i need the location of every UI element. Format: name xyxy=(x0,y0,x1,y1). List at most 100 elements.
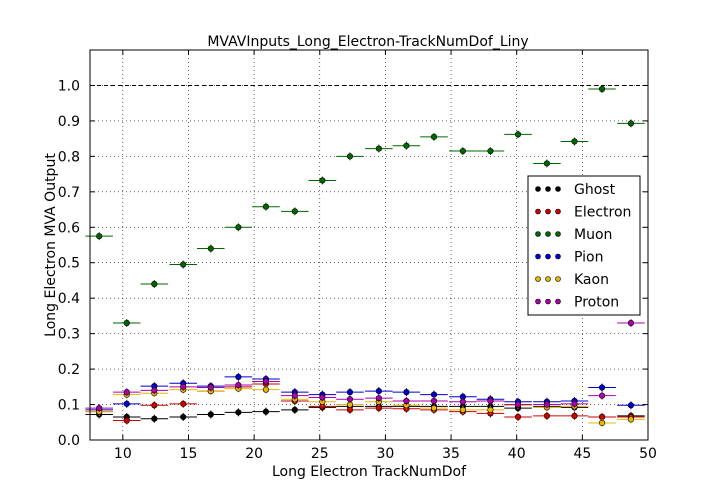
data-point xyxy=(514,131,522,138)
data-point xyxy=(346,396,354,403)
data-point xyxy=(487,397,494,405)
legend-entry: Ghost xyxy=(535,182,616,198)
data-point xyxy=(262,386,270,393)
legend-marker xyxy=(545,208,551,215)
data-point xyxy=(123,389,130,396)
data-point xyxy=(514,413,522,421)
data-point xyxy=(180,413,187,421)
legend-marker xyxy=(535,276,541,282)
legend-marker xyxy=(555,298,561,305)
data-point xyxy=(319,394,326,401)
legend-label: Ghost xyxy=(574,182,616,198)
data-point xyxy=(375,145,382,152)
data-point xyxy=(235,381,242,389)
y-tick-label: 0.0 xyxy=(58,433,80,449)
x-tick-label: 30 xyxy=(376,446,394,462)
data-point xyxy=(403,142,410,149)
legend-label: Muon xyxy=(574,227,612,243)
x-axis-label: Long Electron TrackNumDof xyxy=(272,464,467,480)
data-point xyxy=(571,138,578,145)
data-point xyxy=(430,133,438,140)
legend-marker xyxy=(555,276,561,282)
x-tick-label: 15 xyxy=(180,446,198,462)
data-point xyxy=(514,401,522,408)
y-tick-label: 1.0 xyxy=(58,78,80,94)
x-tick-label: 40 xyxy=(508,446,526,462)
data-point xyxy=(207,411,214,418)
data-point xyxy=(235,224,242,231)
legend-label: Pion xyxy=(574,250,603,266)
legend-marker xyxy=(535,298,541,305)
legend-marker xyxy=(555,208,561,215)
legend-label: Electron xyxy=(574,205,631,221)
data-point xyxy=(96,404,103,412)
legend-marker xyxy=(545,231,551,237)
data-point xyxy=(598,384,606,391)
data-point xyxy=(262,203,270,210)
data-point xyxy=(459,406,466,413)
series-layer xyxy=(85,85,645,427)
legend-entry: Pion xyxy=(535,250,603,266)
data-point xyxy=(627,402,635,409)
data-point xyxy=(123,319,130,327)
y-tick-label: 0.1 xyxy=(58,398,80,414)
data-point xyxy=(207,245,214,252)
data-point xyxy=(262,378,270,385)
legend-marker xyxy=(555,231,561,237)
legend-marker xyxy=(535,186,541,192)
x-tick-label: 50 xyxy=(639,446,657,462)
data-point xyxy=(291,392,298,399)
data-point xyxy=(543,412,551,419)
data-point xyxy=(291,208,298,215)
data-point xyxy=(459,147,466,155)
legend-entry: Kaon xyxy=(535,272,609,288)
y-tick-label: 0.6 xyxy=(58,220,80,236)
data-point xyxy=(459,398,466,405)
data-point xyxy=(375,395,382,402)
data-point xyxy=(627,416,635,423)
data-point xyxy=(487,406,494,413)
y-axis-label: Long Electron MVA Output xyxy=(43,153,59,337)
data-point xyxy=(346,153,354,160)
legend-marker xyxy=(555,186,561,192)
data-point xyxy=(180,261,187,268)
legend-label: Proton xyxy=(574,295,619,311)
x-tick-label: 45 xyxy=(573,446,591,462)
data-point xyxy=(543,401,551,408)
data-point xyxy=(627,120,635,127)
x-tick-label: 25 xyxy=(311,446,329,462)
data-point xyxy=(346,389,354,396)
data-point xyxy=(319,177,326,184)
series-proton xyxy=(85,319,645,413)
data-point xyxy=(180,400,187,407)
data-point xyxy=(403,397,410,405)
data-point xyxy=(291,406,298,413)
y-tick-label: 0.5 xyxy=(58,256,80,272)
legend-label: Kaon xyxy=(574,272,609,288)
legend-entry: Proton xyxy=(535,295,619,311)
legend-marker xyxy=(535,231,541,237)
legend-marker xyxy=(535,208,541,215)
legend-marker xyxy=(545,186,551,192)
data-point xyxy=(180,383,187,390)
x-tick-label: 35 xyxy=(442,446,460,462)
data-point xyxy=(598,413,606,421)
data-point xyxy=(598,419,606,427)
legend-entry: Muon xyxy=(535,227,612,243)
data-point xyxy=(375,387,382,395)
data-point xyxy=(375,404,382,412)
data-point xyxy=(430,397,438,405)
y-tick-label: 0.8 xyxy=(58,149,80,165)
data-point xyxy=(403,389,410,396)
data-point xyxy=(123,400,130,407)
legend-marker xyxy=(545,253,551,260)
series-muon xyxy=(85,85,645,327)
chart-title: MVAVInputs_Long_Electron-TrackNumDof_Lin… xyxy=(207,34,528,50)
data-point xyxy=(543,160,551,167)
data-point xyxy=(151,387,158,394)
data-point xyxy=(430,404,438,412)
data-point xyxy=(96,233,103,240)
data-point xyxy=(571,412,578,419)
y-tick-label: 0.7 xyxy=(58,185,80,201)
data-point xyxy=(207,384,214,391)
